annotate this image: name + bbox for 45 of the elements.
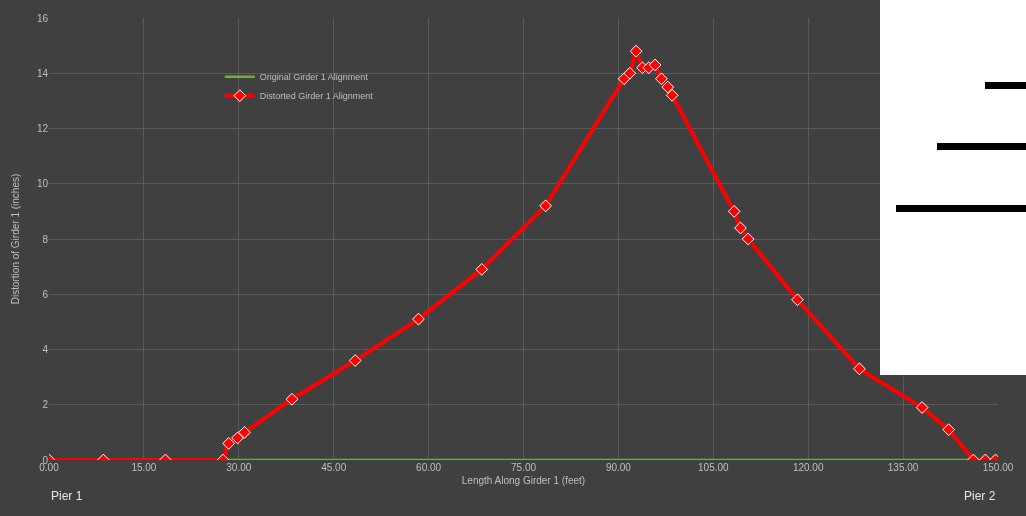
x-tick-label: 75.00: [510, 462, 537, 473]
point: [348, 354, 362, 367]
x-tick-label: 60.00: [416, 462, 442, 473]
point: [475, 263, 489, 276]
legend-label: Distorted Girder 1 Alignment: [259, 91, 374, 102]
y-tick-label: 6: [42, 288, 49, 300]
text: Pier 2: [964, 489, 996, 503]
x-tick-label: 105.00: [698, 462, 730, 473]
point: [734, 221, 747, 235]
point: [665, 89, 679, 102]
point: [915, 401, 929, 414]
point: [629, 44, 643, 58]
x-tick-label: 30.00: [226, 462, 252, 473]
text: Pier 1: [51, 489, 83, 503]
y-tick-label: 16: [36, 12, 49, 24]
y-tick-label: 10: [36, 178, 49, 190]
y-tick-label: 14: [36, 67, 49, 79]
point: [791, 293, 804, 307]
x-tick-label: 45.00: [321, 462, 347, 473]
y-tick-label: 4: [42, 344, 49, 355]
point: [539, 199, 552, 213]
point: [741, 232, 755, 246]
x-tick-label: 15.00: [131, 462, 157, 473]
point: [661, 80, 675, 94]
point: [655, 72, 668, 86]
y-axis-title: Distortion of Girder 1 (inches): [10, 173, 21, 305]
y-tick-label: 2: [42, 399, 49, 411]
point: [623, 66, 637, 80]
y-tick-label: 8: [42, 233, 49, 245]
point: [222, 437, 236, 450]
legend-label: Original Girder 1 Alignment: [259, 72, 369, 83]
y-tick-label: 12: [36, 123, 49, 134]
point: [412, 312, 425, 326]
point: [942, 423, 955, 436]
x-tick-label: 120.00: [792, 462, 824, 473]
x-axis-title: Length Along Girder 1 (feet): [461, 474, 586, 486]
point: [648, 58, 662, 72]
point: [231, 431, 244, 445]
point: [238, 426, 251, 439]
x-tick-label: 90.00: [605, 462, 632, 473]
x-tick-label: 135.00: [887, 462, 919, 473]
point: [727, 205, 741, 218]
x-tick-label: 150.00: [982, 462, 1014, 473]
point: [853, 362, 866, 376]
point: [285, 392, 299, 406]
